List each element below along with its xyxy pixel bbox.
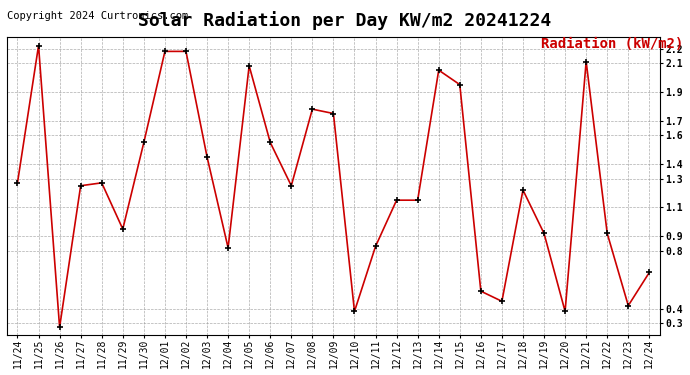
Text: Copyright 2024 Curtronics.com: Copyright 2024 Curtronics.com <box>7 11 188 21</box>
Text: Radiation (kW/m2): Radiation (kW/m2) <box>541 38 683 51</box>
Text: Solar Radiation per Day KW/m2 20241224: Solar Radiation per Day KW/m2 20241224 <box>139 11 551 30</box>
